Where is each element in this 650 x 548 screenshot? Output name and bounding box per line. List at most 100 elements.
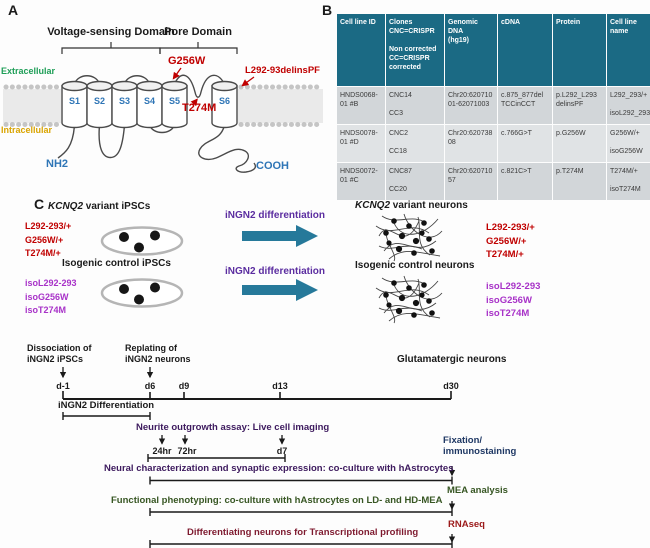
list-item: isoL292-293 — [486, 281, 541, 292]
day-label-d9: d9 — [178, 381, 190, 391]
cell: c.875_877del TCCinCCT — [498, 87, 552, 124]
table-header-row: Cell line ID Clones CNC=CRISPR Non corre… — [337, 14, 650, 86]
table-row: HNDS0072-01 #C CNC87 CC20 Chr20:62071057… — [337, 163, 650, 200]
variant-allele-list-left: L292-293/+ G256W/+ T274M/+ — [25, 220, 71, 261]
differentiating-bracket — [149, 540, 453, 548]
table-row: HNDS0068-01 #B CNC14 CC3 Chr20:62071001-… — [337, 87, 650, 124]
list-item: T274M/+ — [25, 248, 61, 258]
variant-allele-list-right: L292-293/+ G256W/+ T274M/+ — [486, 221, 535, 262]
nh2-tail — [57, 124, 76, 159]
rnaseq-label: RNAseq — [448, 519, 485, 530]
day-label-d30: d30 — [443, 381, 459, 391]
panel-c-label: C — [34, 196, 45, 212]
list-item: isoT274M — [486, 308, 530, 319]
fixation-label: Fixation/ immunostaining — [443, 435, 517, 457]
pore-domain-title: Pore Domain — [164, 26, 232, 38]
cylinder-s5 — [161, 80, 188, 129]
ingn2-differentiation-range-label: iNGN2 Differentiation — [58, 400, 155, 411]
list-item: isoG256W — [486, 294, 532, 306]
col-clones: Clones CNC=CRISPR Non corrected CC=CRISP… — [386, 14, 444, 86]
panel-a-label: A — [8, 2, 19, 18]
neuron-network-variant — [375, 213, 443, 262]
table-row: HNDS0078-01 #D CNC2 CC18 Chr20:62073808 … — [337, 125, 650, 162]
cell: Chr20:62071001-62071003 — [445, 87, 497, 124]
segment-s1-label: S1 — [68, 96, 81, 106]
neurite-assay-label: Neurite outgrowth assay: Live cell imagi… — [136, 422, 330, 433]
timepoint-24hr: 24hr — [152, 446, 172, 456]
segment-s4-label: S4 — [143, 96, 156, 106]
cell: CNC14 CC3 — [386, 87, 444, 124]
ingn2-differentiation-label-1: iNGN2 differentiation — [225, 210, 326, 221]
iso-line-list-right: isoL292-293 isoG256W isoT274M — [486, 280, 540, 321]
l292-arrow-icon — [241, 76, 255, 87]
segment-s2-label: S2 — [93, 96, 106, 106]
cell: p.L292_L293 delinsPF — [553, 87, 606, 124]
cell: CNC2 CC18 — [386, 125, 444, 162]
mutation-arrows — [172, 67, 255, 107]
col-cell-line-name: Cell line name — [607, 14, 650, 86]
cylinder-s6 — [211, 80, 238, 129]
variant-neuron-title: KCNQ2 variant neurons — [355, 200, 468, 211]
cell: HNDS0068-01 #B — [337, 87, 385, 124]
functional-bracket — [149, 508, 453, 516]
cell: HNDS0078-01 #D — [337, 125, 385, 162]
channel-cylinders — [61, 80, 238, 129]
vsd-domain-title: Voltage-sensing Domain — [47, 26, 175, 38]
list-item: isoT274M — [25, 305, 67, 315]
range-brackets — [62, 412, 453, 548]
differentiating-neurons-label: Differentiating neurons for Transcriptio… — [187, 527, 419, 538]
list-item: isoG256W — [25, 291, 69, 302]
cell: Chr20:62071057 — [445, 163, 497, 200]
day-label-d13: d13 — [272, 381, 288, 391]
col-genomic-dna: Genomic DNA (hg19) — [445, 14, 497, 86]
day-label-d-1: d-1 — [56, 381, 70, 391]
gene-name: KCNQ2 — [355, 200, 391, 211]
mutation-l292-label: L292-93delinsPF — [245, 65, 320, 76]
membrane — [3, 84, 325, 127]
extracellular-label: Extracellular — [1, 66, 56, 76]
neurite-bracket — [147, 454, 286, 462]
list-item: L292-293/+ — [25, 221, 72, 231]
neural-characterization-label: Neural characterization and synaptic exp… — [104, 463, 454, 474]
ipsc-dish-control — [100, 278, 184, 308]
segment-s5-label: S5 — [168, 96, 181, 106]
list-item: G256W/+ — [25, 234, 64, 245]
g256w-arrow-icon — [172, 67, 182, 80]
col-protein: Protein — [553, 14, 606, 86]
cell: T274M/+ isoT274M — [607, 163, 650, 200]
neuron-network-control — [375, 275, 443, 324]
segment-s3-label: S3 — [118, 96, 131, 106]
differentiation-bracket — [62, 412, 151, 420]
timepoint-d7: d7 — [276, 446, 288, 456]
cell: c.821C>T — [498, 163, 552, 200]
timepoint-72hr: 72hr — [177, 446, 197, 456]
glutamatergic-label: Glutamatergic neurons — [397, 354, 507, 365]
gene-name: KCNQ2 — [48, 201, 84, 212]
ingn2-differentiation-label-2: iNGN2 differentiation — [225, 266, 326, 277]
col-cell-line-id: Cell line ID — [337, 14, 385, 86]
loop-s2-s3-bottom — [98, 124, 126, 159]
list-item: isoL292-293 — [25, 278, 77, 288]
segment-s6-label: S6 — [218, 96, 231, 106]
cell: c.766G>T — [498, 125, 552, 162]
cell: Chr20:62073808 — [445, 125, 497, 162]
mea-analysis-label: MEA analysis — [447, 485, 508, 496]
differentiation-arrow-icon-2 — [242, 279, 318, 301]
t274m-arrow-icon — [190, 98, 198, 107]
control-ipsc-title: Isogenic control iPSCs — [62, 258, 171, 269]
mutation-g256w-label: G256W — [168, 55, 206, 67]
pore-bracket — [159, 42, 238, 54]
cell: HNDS0072-01 #C — [337, 163, 385, 200]
list-item: T274M/+ — [486, 249, 524, 260]
list-item: L292-293/+ — [486, 222, 535, 233]
cell: p.G256W — [553, 125, 606, 162]
iso-line-list-left: isoL292-293 isoG256W isoT274M — [25, 277, 77, 318]
intracellular-label: Intracellular — [1, 125, 53, 135]
timeline-axis — [62, 391, 452, 400]
panel-b-label: B — [322, 2, 333, 18]
col-cdna: cDNA — [498, 14, 552, 86]
event-arrows — [59, 367, 456, 543]
cooh-tail — [198, 124, 257, 173]
cooh-label: COOH — [256, 160, 289, 172]
